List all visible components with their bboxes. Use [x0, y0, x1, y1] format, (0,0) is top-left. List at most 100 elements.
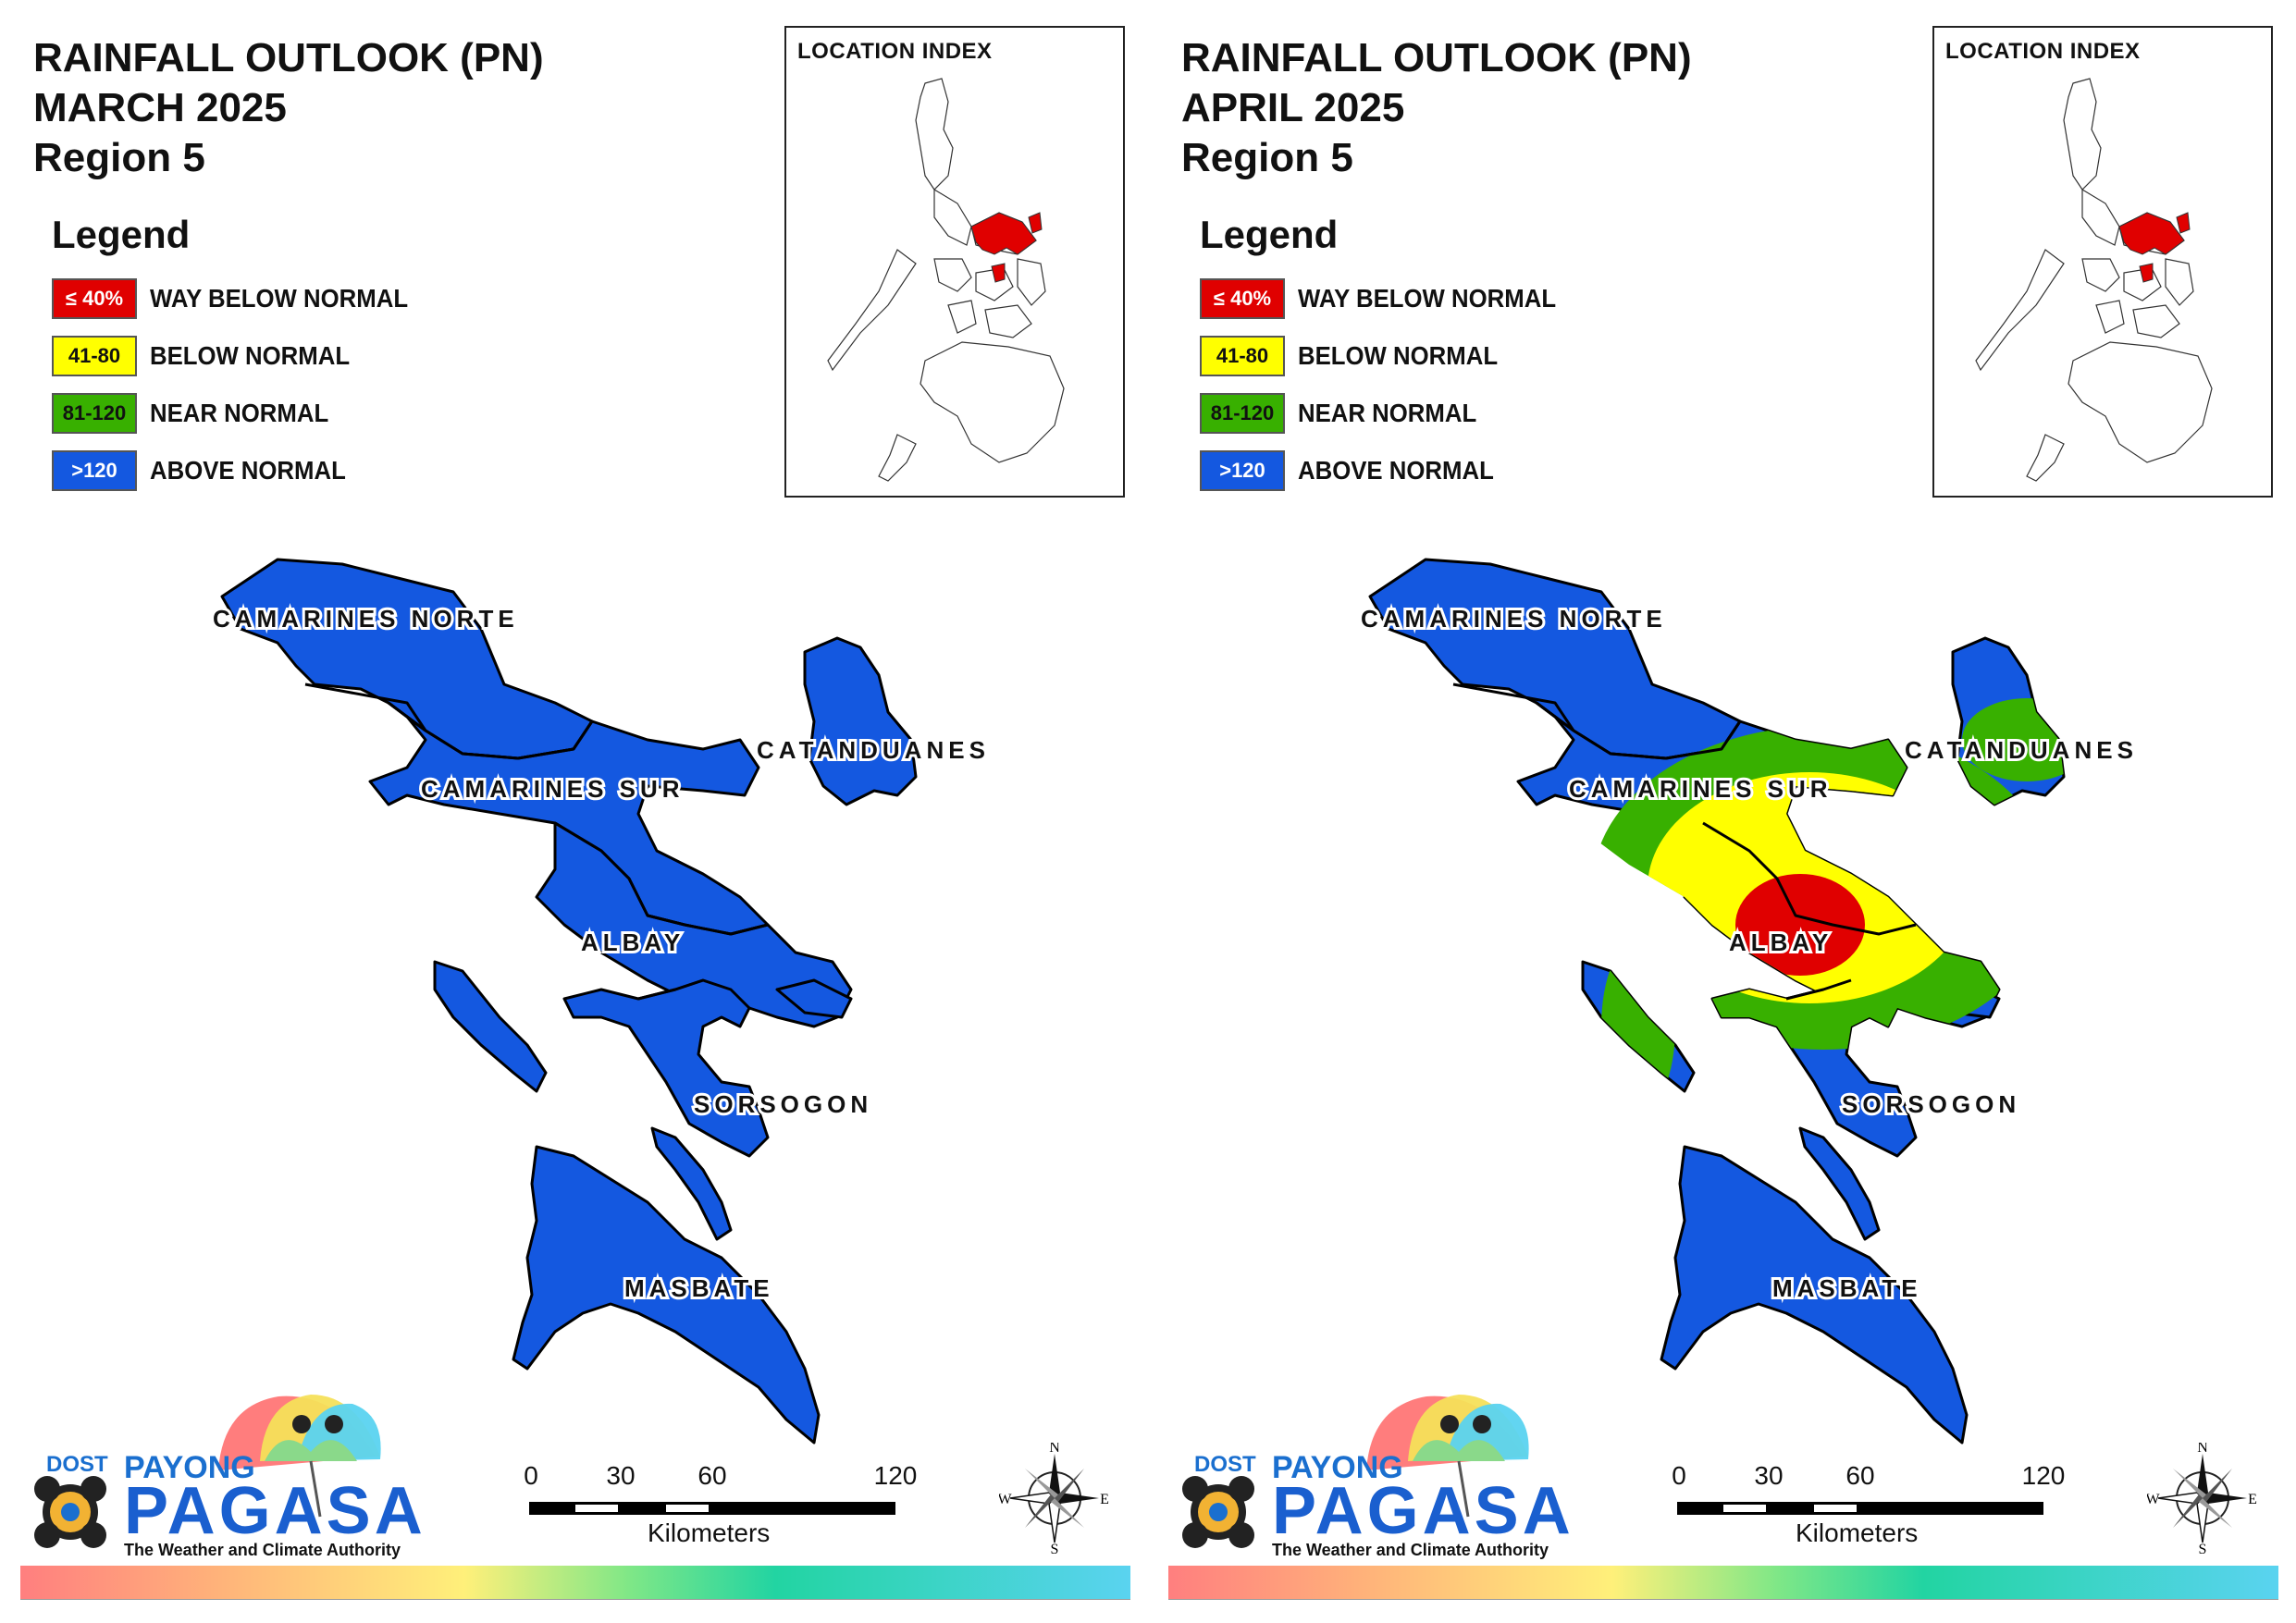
catanduanes-area	[803, 636, 918, 806]
footer-rule	[20, 1599, 1130, 1605]
province-boundaries	[1452, 682, 1917, 1001]
compass-e: E	[2248, 1492, 2257, 1507]
burias-island	[433, 960, 548, 1093]
scale-tick: 120	[873, 1461, 918, 1490]
legend-label: NEAR NORMAL	[1298, 399, 1477, 427]
province-fill	[220, 558, 918, 1445]
compass-s: S	[2199, 1542, 2207, 1554]
scale-unit: Kilometers	[1796, 1518, 1919, 1547]
catanduanes-islet	[775, 978, 853, 1019]
footer-rule	[1168, 1599, 2278, 1605]
payong-text: PAYONG	[124, 1450, 255, 1485]
scale-tick: 60	[1845, 1461, 1875, 1490]
title-line-month: MARCH 2025	[33, 85, 287, 130]
pagasa-tagline: The Weather and Climate Authority	[1272, 1541, 1549, 1559]
title-line: RAINFALL OUTLOOK (PN)	[33, 35, 544, 80]
umbrella-icon	[34, 1395, 381, 1548]
title-line: RAINFALL OUTLOOK (PN)	[1181, 35, 1692, 80]
label-sorsogon: SORSOGON	[694, 1090, 872, 1118]
pagasa-text: PAGASA	[124, 1474, 426, 1548]
scale-unit: Kilometers	[648, 1518, 771, 1547]
label-sorsogon: SORSOGON	[1842, 1090, 2020, 1118]
camarines-sur-area	[368, 701, 770, 936]
scale-bar: 0 30 60 120 Kilometers	[1672, 1461, 2073, 1572]
legend-item-below: 41-80 BELOW NORMAL	[52, 327, 430, 385]
dost-text: DOST	[46, 1452, 108, 1477]
compass-e: E	[1100, 1492, 1109, 1507]
way-below-normal-zone	[1735, 874, 1865, 976]
compass-w: W	[999, 1492, 1012, 1507]
legend-item-way-below: ≤ 40% WAY BELOW NORMAL	[1200, 270, 1578, 327]
legend-item-above: >120 ABOVE NORMAL	[1200, 442, 1578, 499]
philippines-outline-map	[827, 78, 1065, 482]
compass-rose-icon: N E S W	[997, 1440, 1109, 1557]
label-camarines-sur: CAMARINES SUR	[1569, 775, 1833, 803]
legend-swatch: ≤ 40%	[52, 278, 137, 319]
label-camarines-norte: CAMARINES NORTE	[213, 605, 519, 633]
label-masbate: MASBATE	[1772, 1274, 1922, 1302]
masbate-area	[512, 1145, 821, 1445]
legend: Legend ≤ 40% WAY BELOW NORMAL 41-80 BELO…	[52, 213, 430, 499]
scale-tick: 120	[2021, 1461, 2066, 1490]
legend-item-way-below: ≤ 40% WAY BELOW NORMAL	[52, 270, 430, 327]
scale-bar-graphic	[1677, 1502, 2043, 1515]
legend-heading: Legend	[1200, 213, 1339, 256]
legend-swatch: 41-80	[1200, 336, 1285, 376]
scale-tick: 30	[606, 1461, 636, 1490]
legend-label: WAY BELOW NORMAL	[1298, 284, 1557, 313]
umbrella-icon	[1182, 1395, 1529, 1548]
legend-swatch: >120	[1200, 450, 1285, 491]
legend-swatch: 81-120	[52, 393, 137, 434]
map-panel-march: RAINFALL OUTLOOK (PN) MARCH 2025 Region …	[20, 26, 1130, 1605]
pagasa-logo: DOST PAYONG PAGASA The Weather and Clima…	[33, 1387, 423, 1572]
label-catanduanes: CATANDUANES	[1905, 736, 2138, 764]
label-albay: ALBAY	[581, 928, 685, 956]
province-labels: CAMARINES NORTE CAMARINES SUR CATANDUANE…	[1358, 602, 2138, 1305]
map-title: RAINFALL OUTLOOK (PN) MARCH 2025 Region …	[33, 33, 544, 183]
legend-swatch: ≤ 40%	[1200, 278, 1285, 319]
title-line-region: Region 5	[33, 135, 205, 180]
legend-label: ABOVE NORMAL	[1298, 456, 1494, 485]
scale-tick: 60	[697, 1461, 727, 1490]
legend-label: NEAR NORMAL	[150, 399, 329, 427]
compass-w: W	[2147, 1492, 2160, 1507]
location-index-inset: LOCATION INDEX	[1932, 26, 2273, 498]
scale-bar-graphic	[529, 1502, 895, 1515]
masbate-area	[1660, 1145, 1969, 1445]
legend-label: BELOW NORMAL	[1298, 341, 1499, 370]
footer-gradient-bar	[1168, 1566, 2278, 1599]
inset-title: LOCATION INDEX	[797, 39, 993, 64]
philippines-outline-map	[1975, 78, 2213, 482]
label-camarines-norte: CAMARINES NORTE	[1361, 605, 1667, 633]
location-index-inset: LOCATION INDEX	[784, 26, 1125, 498]
scale-bar: 0 30 60 120 Kilometers	[524, 1461, 925, 1572]
map-panel-april: RAINFALL OUTLOOK (PN) APRIL 2025 Region …	[1148, 0, 2296, 1623]
compass-n: N	[1049, 1443, 1060, 1456]
ticao-island	[650, 1126, 733, 1241]
label-camarines-sur: CAMARINES SUR	[421, 775, 685, 803]
scale-tick: 0	[524, 1461, 538, 1490]
region5-map: CAMARINES NORTE CAMARINES SUR CATANDUANE…	[1358, 558, 2138, 1445]
legend-item-near: 81-120 NEAR NORMAL	[1200, 385, 1578, 442]
legend-item-below: 41-80 BELOW NORMAL	[1200, 327, 1578, 385]
camarines-norte-area	[220, 558, 594, 760]
legend-item-above: >120 ABOVE NORMAL	[52, 442, 430, 499]
scale-tick: 0	[1672, 1461, 1686, 1490]
region5-map: CAMARINES NORTE CAMARINES SUR CATANDUANE…	[213, 558, 985, 1445]
dost-text: DOST	[1194, 1452, 1256, 1477]
label-masbate: MASBATE	[624, 1274, 774, 1302]
legend-label: ABOVE NORMAL	[150, 456, 346, 485]
title-line-month: APRIL 2025	[1181, 85, 1405, 130]
pagasa-tagline: The Weather and Climate Authority	[124, 1541, 401, 1559]
map-title: RAINFALL OUTLOOK (PN) APRIL 2025 Region …	[1181, 33, 1692, 183]
legend-item-near: 81-120 NEAR NORMAL	[52, 385, 430, 442]
near-normal-burias-zone	[1601, 939, 1675, 1114]
scale-tick: 30	[1754, 1461, 1784, 1490]
pagasa-logo: DOST PAYONG PAGASA The Weather and Clima…	[1181, 1387, 1571, 1572]
north-arrow: N E S W	[997, 1440, 1110, 1557]
north-arrow: N E S W	[2145, 1440, 2258, 1557]
footer-gradient-bar	[20, 1566, 1130, 1599]
label-albay: ALBAY	[1729, 928, 1833, 956]
legend-heading: Legend	[52, 213, 191, 256]
sorsogon-area	[562, 978, 770, 1158]
